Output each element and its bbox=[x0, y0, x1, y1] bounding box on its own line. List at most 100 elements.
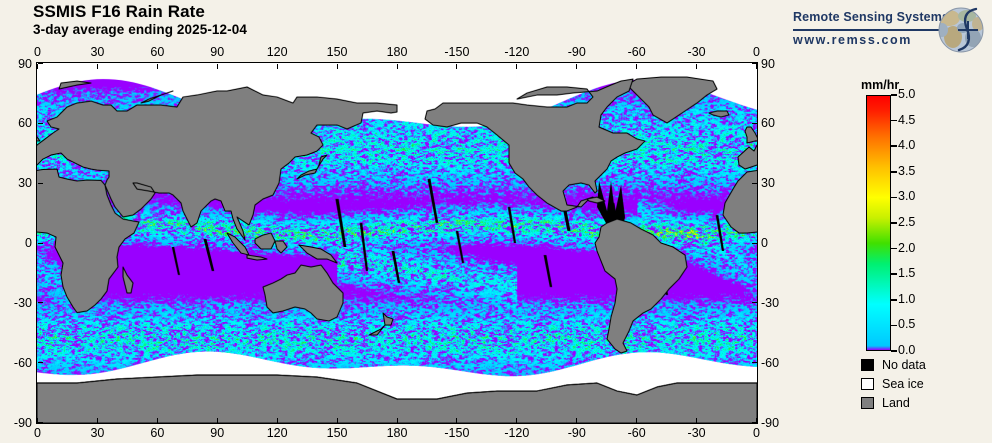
colorbar-tick-label: 3.5 bbox=[898, 163, 916, 178]
colorbar-tick-label: 3.0 bbox=[898, 189, 916, 204]
x-axis-tick bbox=[756, 63, 757, 69]
logo-divider bbox=[793, 29, 945, 31]
x-axis-tick bbox=[576, 63, 578, 69]
x-axis-tick bbox=[396, 417, 398, 423]
legend-label: No data bbox=[882, 358, 926, 372]
x-axis-tick bbox=[37, 417, 38, 423]
colorbar-tick bbox=[891, 324, 897, 327]
y-axis-label: 90 bbox=[18, 56, 32, 71]
colorbar-tick bbox=[891, 273, 897, 275]
colorbar-tick bbox=[891, 299, 897, 301]
y-axis-label: 60 bbox=[18, 116, 32, 131]
colorbar-tick bbox=[891, 247, 897, 250]
colorbar-tick-label: 1.0 bbox=[898, 291, 916, 306]
colorbar-tick-label: 5.0 bbox=[898, 87, 916, 101]
x-axis-label: 90 bbox=[210, 45, 225, 59]
y-axis-label: 0 bbox=[761, 236, 768, 250]
x-axis-tick bbox=[756, 417, 757, 423]
x-axis-tick bbox=[456, 63, 458, 69]
logo-org-name: Remote Sensing Systems bbox=[793, 10, 950, 24]
colorbar-tick-label: 0.5 bbox=[898, 317, 916, 332]
x-axis-tick bbox=[516, 417, 518, 423]
x-axis-tick bbox=[636, 63, 638, 69]
y-axis-label: -30 bbox=[13, 295, 32, 310]
x-axis-tick bbox=[96, 63, 98, 69]
x-axis-label: 30 bbox=[90, 45, 105, 59]
y-axis-label: -30 bbox=[761, 295, 780, 310]
x-axis-label: -30 bbox=[687, 45, 706, 59]
x-axis-label: 30 bbox=[90, 426, 105, 440]
legend-label: Sea ice bbox=[882, 377, 924, 391]
x-axis-tick bbox=[336, 63, 338, 69]
y-axis-tick bbox=[751, 422, 757, 423]
colorbar-tick bbox=[891, 196, 897, 199]
colorbar bbox=[866, 95, 891, 351]
y-axis-label: -60 bbox=[761, 355, 780, 370]
y-axis-tick bbox=[37, 63, 43, 64]
x-axis-tick bbox=[156, 63, 158, 69]
x-axis-label: -90 bbox=[567, 45, 586, 59]
y-axis-label: 60 bbox=[761, 116, 775, 131]
y-axis-tick bbox=[751, 122, 757, 124]
x-axis-label: 0 bbox=[753, 426, 760, 440]
colorbar-unit-label: mm/hr bbox=[861, 78, 900, 92]
x-axis-label: 90 bbox=[210, 426, 225, 440]
x-axis-label: -90 bbox=[567, 426, 586, 440]
x-axis-tick bbox=[37, 63, 38, 69]
x-axis-label: -120 bbox=[504, 426, 530, 440]
colorbar-tick-label: 0.0 bbox=[898, 343, 916, 357]
x-axis-label: 150 bbox=[326, 45, 348, 59]
y-axis-label: 0 bbox=[25, 236, 32, 250]
colorbar-tick-label: 2.0 bbox=[898, 240, 916, 255]
y-axis-tick bbox=[37, 362, 43, 364]
x-axis-tick bbox=[216, 63, 218, 69]
colorbar-tick bbox=[891, 222, 897, 224]
y-axis-tick bbox=[751, 182, 757, 184]
y-axis-label: -60 bbox=[13, 355, 32, 370]
x-axis-label: 60 bbox=[150, 426, 165, 440]
x-axis-label: 150 bbox=[326, 426, 348, 440]
y-axis-tick bbox=[751, 302, 757, 304]
x-axis-tick bbox=[696, 63, 698, 69]
y-axis-label: 30 bbox=[18, 176, 32, 191]
legend-swatch bbox=[861, 378, 874, 390]
colorbar-tick-label: 4.0 bbox=[898, 138, 916, 153]
x-axis-tick bbox=[576, 417, 578, 423]
x-axis-label: 0 bbox=[34, 426, 41, 440]
x-axis-tick bbox=[216, 417, 218, 423]
rain-rate-map[interactable] bbox=[36, 62, 758, 424]
x-axis-tick bbox=[516, 63, 518, 69]
x-axis-tick bbox=[336, 417, 338, 423]
y-axis-label: -90 bbox=[13, 415, 32, 430]
y-axis-tick bbox=[751, 242, 757, 244]
x-axis-tick bbox=[696, 417, 698, 423]
x-axis-label: 60 bbox=[150, 45, 165, 59]
x-axis-label: 0 bbox=[753, 45, 760, 59]
y-axis-label: 90 bbox=[761, 56, 775, 71]
colorbar-tick bbox=[891, 145, 897, 147]
legend-swatch bbox=[861, 397, 874, 409]
y-axis-tick bbox=[37, 122, 43, 124]
x-axis-label: 180 bbox=[386, 426, 408, 440]
x-axis-label: 120 bbox=[266, 426, 288, 440]
colorbar-tick bbox=[891, 119, 897, 122]
x-axis-label: -60 bbox=[627, 426, 646, 440]
logo-website: www.remss.com bbox=[793, 33, 912, 47]
x-axis-tick bbox=[96, 417, 98, 423]
y-axis-tick bbox=[37, 182, 43, 184]
y-axis-tick bbox=[751, 63, 757, 64]
y-axis-tick bbox=[37, 422, 43, 423]
x-axis-label: -120 bbox=[504, 45, 530, 59]
colorbar-tick-label: 4.5 bbox=[898, 112, 916, 127]
colorbar-tick bbox=[891, 350, 897, 352]
map-raster bbox=[37, 63, 757, 423]
y-axis-tick bbox=[751, 362, 757, 364]
x-axis-tick bbox=[276, 63, 278, 69]
colorbar-tick bbox=[891, 171, 897, 173]
page-subtitle: 3-day average ending 2025-12-04 bbox=[33, 22, 247, 37]
x-axis-label: -60 bbox=[627, 45, 646, 59]
x-axis-label: -150 bbox=[444, 426, 470, 440]
x-axis-label: 0 bbox=[34, 45, 41, 59]
remss-logo: Remote Sensing Systems www.remss.com bbox=[793, 4, 989, 56]
x-axis-tick bbox=[396, 63, 398, 69]
